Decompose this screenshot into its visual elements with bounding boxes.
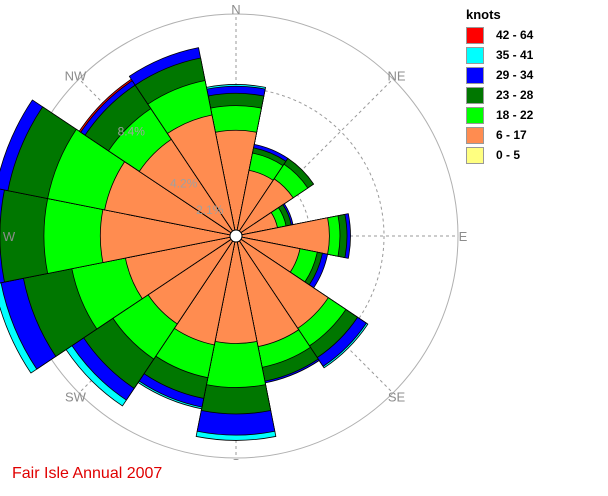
legend-item: 35 - 41: [466, 46, 596, 66]
compass-label-w: W: [3, 229, 16, 244]
compass-label-sw: SW: [65, 390, 87, 405]
chart-title: Fair Isle Annual 2007: [12, 465, 163, 482]
legend-item: 23 - 28: [466, 86, 596, 106]
legend-label: 23 - 28: [496, 88, 534, 102]
legend: knots 42 - 64 35 - 41 29 - 34 23 - 28 18 - 2…: [466, 6, 596, 166]
legend-label: 6 - 17: [496, 128, 527, 142]
compass-label-e: E: [459, 229, 468, 244]
petal-w: [0, 188, 237, 284]
legend-swatch: [466, 27, 484, 44]
legend-swatch: [466, 87, 484, 104]
petal-nne: [235, 144, 289, 237]
legend-label: 0 - 5: [496, 148, 521, 162]
petal-sse: [235, 235, 320, 384]
legend-item: 6 - 17: [466, 126, 596, 146]
legend-label: 35 - 41: [496, 48, 534, 62]
percent-ring-label: 4.2%: [170, 177, 198, 191]
legend-swatch: [466, 127, 484, 144]
legend-swatch: [466, 147, 484, 164]
legend-swatch: [466, 67, 484, 84]
legend-item: 42 - 64: [466, 26, 596, 46]
petal-ne: [235, 157, 315, 237]
compass-label-n: N: [231, 2, 240, 17]
compass-label-ne: NE: [387, 69, 405, 84]
petal-segment-ne-6-17: [235, 178, 294, 237]
percent-ring-label: 2.1%: [196, 203, 224, 217]
compass-label-s: S: [232, 456, 241, 460]
percent-ring-labels: 8.4% 4.2% 2.1%: [118, 124, 224, 217]
legend-label: 18 - 22: [496, 108, 534, 122]
petal-segment-nnw-6-17: [167, 114, 237, 237]
legend-item: 29 - 34: [466, 66, 596, 86]
compass-label-se: SE: [388, 390, 406, 405]
petal-n: [206, 84, 266, 237]
legend-label: 29 - 34: [496, 68, 534, 82]
petal-sw: [65, 235, 237, 407]
legend-title: knots: [466, 7, 501, 22]
petal-nnw: [128, 47, 237, 237]
wind-petals: [0, 47, 369, 441]
wind-rose-chart: 8.4% 4.2% 2.1% N NE E SE S SW W NW: [0, 2, 468, 460]
petal-wnw: [0, 99, 237, 237]
petal-ssw: [137, 235, 237, 410]
compass-label-nw: NW: [65, 69, 87, 84]
petal-e: [235, 213, 351, 259]
legend-swatch: [466, 107, 484, 124]
center-marker: [229, 229, 243, 243]
petal-ese: [235, 235, 328, 289]
legend-item: 0 - 5: [466, 146, 596, 166]
legend-entries: 42 - 64 35 - 41 29 - 34 23 - 28 18 - 22 6 - 1…: [466, 26, 596, 166]
legend-item: 18 - 22: [466, 106, 596, 126]
petal-se: [235, 235, 369, 369]
legend-swatch: [466, 47, 484, 64]
petal-ene: [235, 203, 294, 237]
calm-center-circle: [229, 229, 243, 243]
legend-label: 42 - 64: [496, 28, 534, 42]
petal-nw: [78, 78, 237, 237]
percent-ring-label: 8.4%: [118, 124, 146, 138]
petal-s: [195, 235, 277, 441]
compass-labels: N NE E SE S SW W NW: [3, 2, 468, 460]
